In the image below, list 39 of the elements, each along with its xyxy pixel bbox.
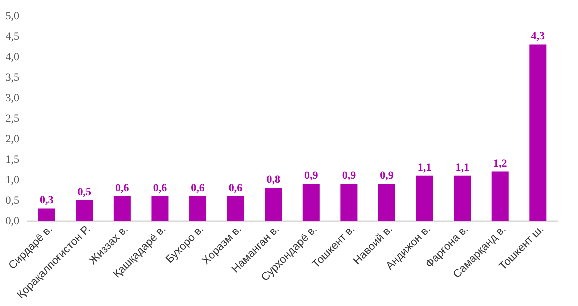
bar [302,184,320,221]
bar [492,172,509,221]
bar [114,196,131,221]
y-tick-label: 3,0 [6,92,20,104]
data-label: 0,9 [380,170,394,182]
bar [76,200,94,221]
data-label: 0,6 [228,182,244,194]
bar [378,184,396,221]
y-tick-label: 4,5 [6,31,20,43]
y-tick-label: 5,0 [6,10,20,22]
y-tick-label: 1,5 [6,154,20,166]
bar [190,196,207,221]
data-label: 0,3 [40,194,54,207]
data-label: 4,3 [531,30,546,43]
data-label: 1,2 [493,158,508,170]
bar [152,196,169,221]
y-tick-label: 1,0 [6,174,20,186]
data-label: 0,9 [342,170,357,182]
data-label: 1,1 [456,162,470,174]
data-label: 0,6 [153,182,168,194]
bar [416,176,434,221]
data-label: 0,8 [266,174,281,186]
data-label: 0,5 [78,186,92,198]
bar [454,176,472,221]
data-label: 0,6 [116,182,130,194]
data-label: 0,6 [191,182,206,194]
bar [530,44,547,221]
y-tick-label: 0,0 [6,216,20,228]
y-tick-label: 4,0 [6,52,20,64]
bar [340,184,358,221]
y-tick-label: 2,0 [6,134,20,146]
bar [265,188,282,221]
bar [38,208,56,221]
y-tick-label: 0,5 [6,195,20,207]
y-tick-label: 3,5 [6,72,20,84]
data-label: 0,9 [304,170,319,182]
data-label: 1,1 [418,162,432,174]
bar [227,196,244,221]
y-tick-label: 2,5 [6,113,20,125]
